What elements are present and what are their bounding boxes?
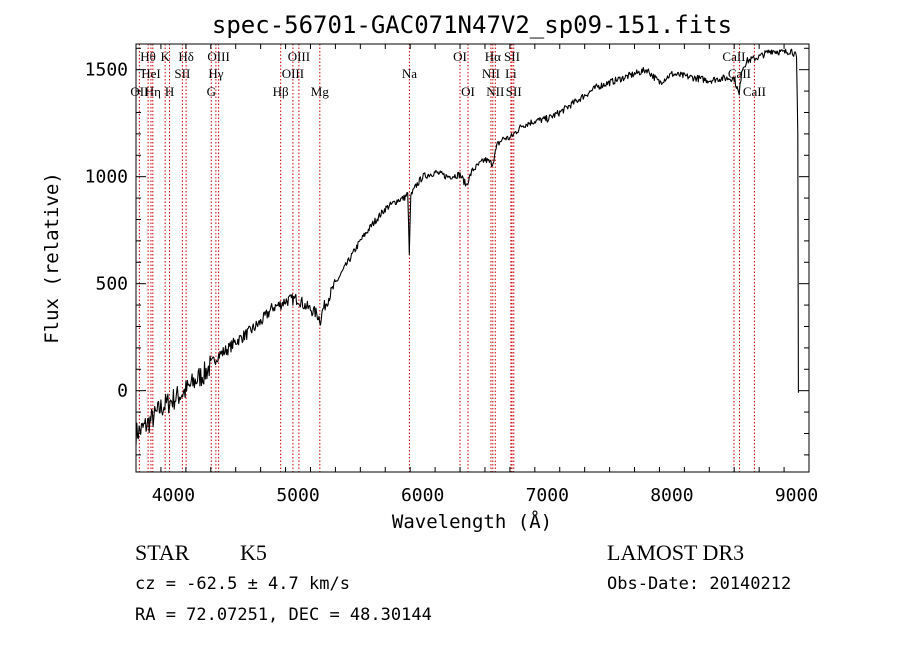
line-label: K — [160, 49, 170, 64]
line-label: Mg — [311, 84, 330, 99]
line-label: Hη — [145, 84, 161, 99]
line-label: Hβ — [273, 84, 289, 99]
line-label: CaII — [728, 66, 751, 81]
line-label: OII — [130, 84, 148, 99]
survey-name: LAMOST DR3 — [607, 540, 744, 565]
line-label: Li — [505, 66, 517, 81]
line-label: SII — [174, 66, 190, 81]
line-label: NII — [486, 84, 504, 99]
line-label: Hθ — [140, 49, 156, 64]
plot-frame — [135, 43, 810, 473]
line-label: OIII — [282, 66, 304, 81]
spectrum-line — [135, 48, 799, 446]
object-subclass: K5 — [240, 540, 267, 565]
y-axis-label: Flux (relative) — [41, 172, 63, 344]
line-label: HeI — [141, 66, 161, 81]
chart-title: spec-56701-GAC071N47V2_sp09-151.fits — [212, 11, 732, 39]
x-tick-label: 7000 — [526, 485, 569, 506]
line-label: Hγ — [208, 66, 223, 81]
y-tick-label: 1500 — [85, 60, 128, 81]
y-tick-label: 1000 — [85, 167, 128, 188]
line-label: Hα — [485, 49, 501, 64]
line-label: NII — [482, 66, 500, 81]
line-label: OI — [461, 84, 475, 99]
line-label: CaII — [722, 49, 745, 64]
line-label: G — [207, 84, 216, 99]
line-label: SII — [504, 49, 520, 64]
y-tick-label: 0 — [117, 381, 128, 402]
line-label: Na — [402, 66, 417, 81]
observation-date: Obs-Date: 20140212 — [607, 574, 791, 594]
x-tick-label: 8000 — [650, 485, 693, 506]
x-tick-label: 6000 — [401, 485, 444, 506]
line-label: OI — [453, 49, 467, 64]
x-tick-label: 9000 — [775, 485, 818, 506]
redshift-cz: cz = -62.5 ± 4.7 km/s — [135, 574, 350, 594]
line-label: SII — [506, 84, 522, 99]
line-label: Hδ — [178, 49, 194, 64]
ra-dec-coordinates: RA = 72.07251, DEC = 48.30144 — [135, 605, 432, 625]
line-label: CaII — [743, 84, 766, 99]
line-label: OIII — [207, 49, 229, 64]
x-tick-label: 5000 — [276, 485, 319, 506]
y-axis-ticks: 0 500 1000 1500 — [85, 47, 809, 456]
x-axis-ticks: 4000 5000 6000 7000 8000 9000 — [135, 44, 818, 506]
x-axis-label: Wavelength (Å) — [392, 510, 552, 533]
line-label: OIII — [288, 49, 310, 64]
emission-line-markers — [138, 44, 755, 472]
x-tick-label: 4000 — [152, 485, 195, 506]
object-class: STAR — [135, 540, 190, 565]
line-label: H — [165, 84, 174, 99]
y-tick-label: 500 — [95, 274, 128, 295]
